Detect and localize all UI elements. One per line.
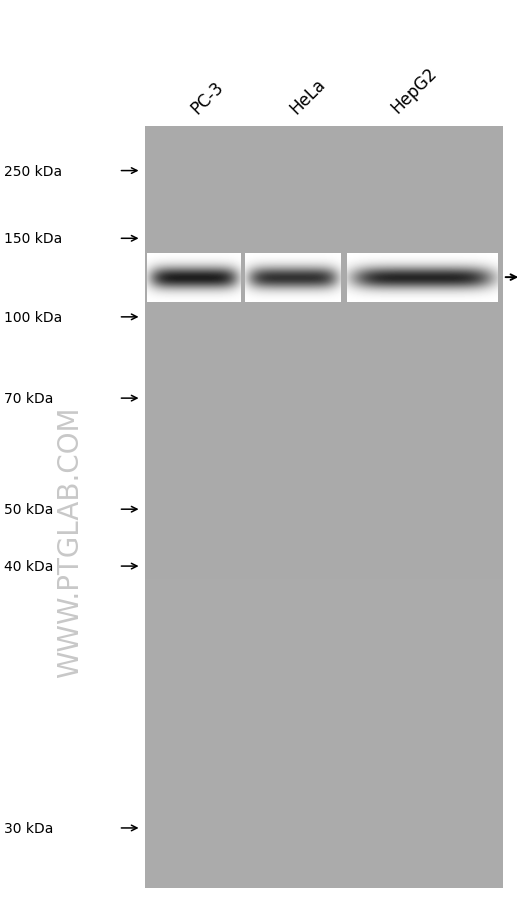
Text: 50 kDa: 50 kDa (4, 502, 54, 517)
Text: HepG2: HepG2 (388, 64, 440, 117)
Text: 30 kDa: 30 kDa (4, 821, 54, 835)
Text: 40 kDa: 40 kDa (4, 559, 54, 574)
Text: WWW.PTGLAB.COM: WWW.PTGLAB.COM (56, 406, 84, 676)
Text: HeLa: HeLa (287, 75, 329, 117)
Text: 70 kDa: 70 kDa (4, 391, 54, 406)
Text: 150 kDa: 150 kDa (4, 232, 62, 246)
Text: 250 kDa: 250 kDa (4, 164, 62, 179)
Text: 100 kDa: 100 kDa (4, 310, 62, 325)
Text: PC-3: PC-3 (188, 78, 227, 117)
